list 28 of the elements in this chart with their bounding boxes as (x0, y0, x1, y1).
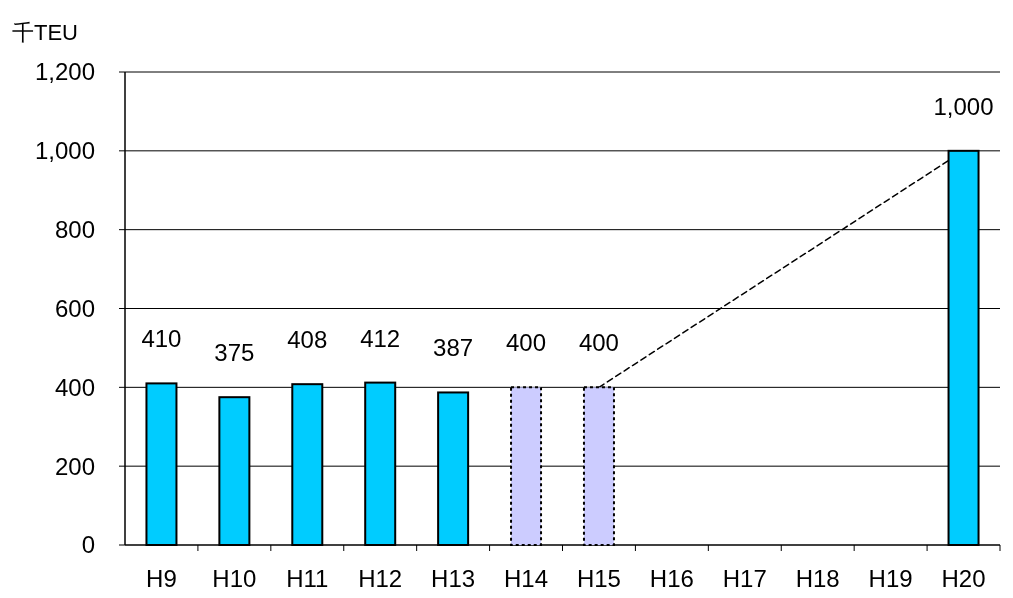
y-tick-label: 600 (54, 294, 95, 322)
y-tick-label: 200 (54, 452, 95, 480)
data-label: 412 (360, 324, 401, 352)
x-tick-label: H9 (146, 565, 177, 592)
y-tick-label: 800 (54, 216, 95, 244)
y-axis-title: 千TEU (12, 20, 78, 45)
x-tick-label: H18 (795, 565, 840, 592)
x-tick-label: H15 (576, 565, 621, 592)
x-tick-label: H11 (286, 565, 329, 592)
x-tick-label: H17 (722, 565, 767, 592)
x-tick-label: H16 (649, 565, 694, 592)
y-tick-label: 1,000 (34, 137, 95, 165)
data-label: 1,000 (933, 92, 994, 120)
data-label: 410 (141, 325, 182, 353)
x-tick-label: H19 (868, 565, 913, 592)
y-tick-label: 1,200 (34, 58, 95, 86)
data-label: 400 (506, 329, 547, 357)
x-tick-label: H14 (504, 565, 549, 592)
data-label: 375 (214, 339, 255, 367)
x-tick-label: H13 (431, 565, 476, 592)
x-tick-label: H20 (941, 565, 986, 592)
data-label: 387 (433, 334, 474, 362)
data-label: 400 (578, 329, 619, 357)
data-label: 408 (287, 326, 328, 354)
x-tick-label: H12 (358, 565, 403, 592)
y-tick-label: 400 (54, 373, 95, 401)
y-tick-label: 0 (81, 531, 95, 559)
x-tick-label: H10 (212, 565, 257, 592)
